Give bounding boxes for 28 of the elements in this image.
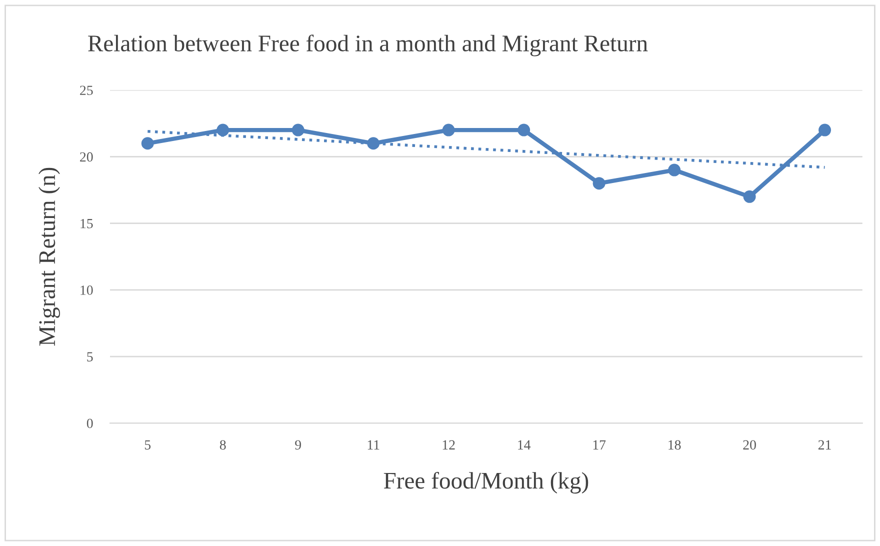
y-axis-title: Migrant Return (n) (38, 168, 60, 346)
point (292, 124, 304, 136)
point (818, 124, 832, 136)
point (668, 164, 681, 176)
y-tick-label: 0 (86, 418, 93, 428)
x-tick-label: 5 (144, 440, 151, 450)
point (592, 177, 606, 190)
point (518, 124, 530, 136)
x-tick-label: 17 (593, 440, 606, 450)
y-tick-label: 15 (80, 218, 93, 228)
chart-title: Relation between Free food in a month and Migrant Return (88, 34, 648, 56)
x-tick-label: 21 (818, 440, 831, 450)
point (216, 124, 230, 136)
x-axis-title: Free food/Month (kg) (384, 472, 588, 494)
x-tick-label: 18 (668, 440, 681, 450)
y-tick-label: 20 (80, 152, 93, 162)
point (442, 124, 455, 136)
x-tick-label: 20 (743, 440, 756, 450)
point (743, 190, 756, 203)
x-tick-label: 12 (442, 440, 455, 450)
x-tick-label: 9 (295, 440, 302, 450)
x-tick-label: 11 (368, 440, 380, 450)
y-tick-label: 5 (87, 352, 93, 362)
x-tick-label: 14 (518, 440, 531, 450)
point (141, 137, 154, 150)
x-tick-label: 8 (220, 440, 226, 450)
y-tick-label: 10 (80, 286, 93, 295)
y-tick-label: 25 (80, 86, 93, 96)
